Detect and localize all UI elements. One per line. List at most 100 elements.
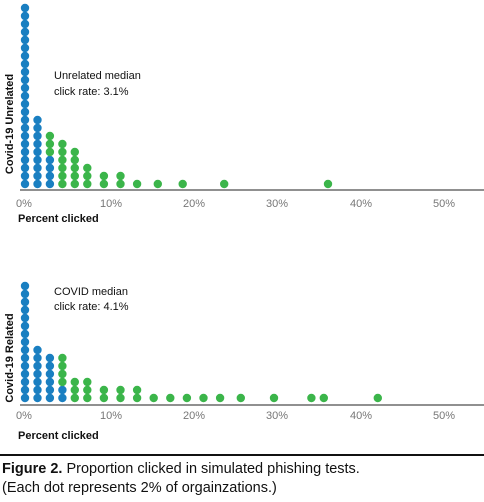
data-dot xyxy=(20,67,30,77)
data-dot xyxy=(33,369,42,379)
data-dot xyxy=(20,147,30,157)
data-dot xyxy=(45,393,55,403)
data-dot xyxy=(33,361,42,371)
x-axis-label: Percent clicked xyxy=(18,213,99,225)
data-dot xyxy=(20,345,30,355)
data-dot xyxy=(20,329,30,339)
data-dot xyxy=(116,393,125,403)
dot-group xyxy=(20,3,333,189)
panel-unrelated: Covid-19 Unrelated 0% 10% 20% 30% 40% 50… xyxy=(4,3,484,225)
data-dot xyxy=(20,83,30,93)
panel-related: Covid-19 Related 0% 10% 20% 30% 40% 50% … xyxy=(4,281,484,442)
x-tick-label: 40% xyxy=(350,410,372,422)
data-dot xyxy=(199,393,208,403)
x-tick-label: 10% xyxy=(100,410,122,422)
median-annotation-line2: click rate: 4.1% xyxy=(54,301,129,313)
x-tick-label: 0% xyxy=(16,198,32,210)
data-dot xyxy=(33,377,42,387)
data-dot xyxy=(33,139,42,149)
data-dot xyxy=(33,131,42,141)
data-dot xyxy=(319,393,328,403)
median-annotation-line1: COVID median xyxy=(54,286,128,298)
x-tick-labels: 0% 10% 20% 30% 40% 50% xyxy=(16,198,455,210)
data-dot xyxy=(45,139,55,149)
data-dot xyxy=(323,179,333,189)
data-dot xyxy=(70,377,80,387)
data-dot xyxy=(132,393,142,403)
median-annotation-line2: click rate: 3.1% xyxy=(54,86,129,98)
caption-line2: (Each dot represents 2% of orgainzations… xyxy=(2,480,277,496)
data-dot xyxy=(58,369,67,379)
data-dot xyxy=(70,393,80,403)
data-dot xyxy=(33,385,42,395)
data-dot xyxy=(20,305,30,315)
x-tick-label: 20% xyxy=(183,198,205,210)
data-dot xyxy=(33,353,42,363)
data-dot xyxy=(149,393,158,403)
data-dot xyxy=(20,19,30,29)
data-dot xyxy=(33,179,42,189)
data-dot xyxy=(58,385,67,395)
data-dot xyxy=(20,321,30,331)
data-dot xyxy=(58,377,67,387)
data-dot xyxy=(99,171,109,181)
data-dot xyxy=(132,385,142,395)
data-dot xyxy=(20,369,30,379)
data-dot xyxy=(99,179,109,189)
data-dot xyxy=(215,393,225,403)
data-dot xyxy=(58,163,67,173)
data-dot xyxy=(178,179,187,189)
data-dot xyxy=(132,179,142,189)
data-dot xyxy=(20,43,30,53)
dot-plot-figure: Covid-19 Unrelated 0% 10% 20% 30% 40% 50… xyxy=(4,3,484,442)
x-axis-label: Percent clicked xyxy=(18,430,99,442)
data-dot xyxy=(45,171,55,181)
data-dot xyxy=(58,139,67,149)
data-dot xyxy=(58,353,67,363)
data-dot xyxy=(33,123,42,133)
x-tick-labels: 0% 10% 20% 30% 40% 50% xyxy=(16,410,455,422)
data-dot xyxy=(45,377,55,387)
data-dot xyxy=(45,179,55,189)
data-dot xyxy=(33,147,42,157)
data-dot xyxy=(83,163,92,173)
data-dot xyxy=(20,179,30,189)
data-dot xyxy=(20,353,30,363)
data-dot xyxy=(33,345,42,355)
median-annotation-line1: Unrelated median xyxy=(54,70,141,82)
y-axis-label: Covid-19 Unrelated xyxy=(4,74,16,174)
data-dot xyxy=(83,393,92,403)
data-dot xyxy=(20,393,30,403)
x-tick-label: 30% xyxy=(266,198,288,210)
x-tick-label: 50% xyxy=(433,198,455,210)
data-dot xyxy=(45,163,55,173)
data-dot xyxy=(166,393,175,403)
data-dot xyxy=(70,163,80,173)
data-dot xyxy=(45,353,55,363)
data-dot xyxy=(70,171,80,181)
caption-divider xyxy=(0,454,484,456)
data-dot xyxy=(20,313,30,323)
data-dot xyxy=(20,361,30,371)
y-axis-label: Covid-19 Related xyxy=(4,313,16,402)
data-dot xyxy=(220,179,229,189)
data-dot xyxy=(45,131,55,141)
data-dot xyxy=(20,123,30,133)
data-dot xyxy=(33,115,42,125)
data-dot xyxy=(20,377,30,387)
data-dot xyxy=(116,385,125,395)
data-dot xyxy=(116,171,125,181)
data-dot xyxy=(33,155,42,165)
data-dot xyxy=(33,393,42,403)
x-tick-label: 0% xyxy=(16,410,32,422)
data-dot xyxy=(20,155,30,165)
data-dot xyxy=(45,155,55,165)
data-dot xyxy=(153,179,162,189)
data-dot xyxy=(58,179,67,189)
data-dot xyxy=(58,361,67,371)
data-dot xyxy=(307,393,316,403)
data-dot xyxy=(83,377,92,387)
caption-line1: Proportion clicked in simulated phishing… xyxy=(66,461,360,477)
data-dot xyxy=(83,171,92,181)
data-dot xyxy=(70,385,80,395)
